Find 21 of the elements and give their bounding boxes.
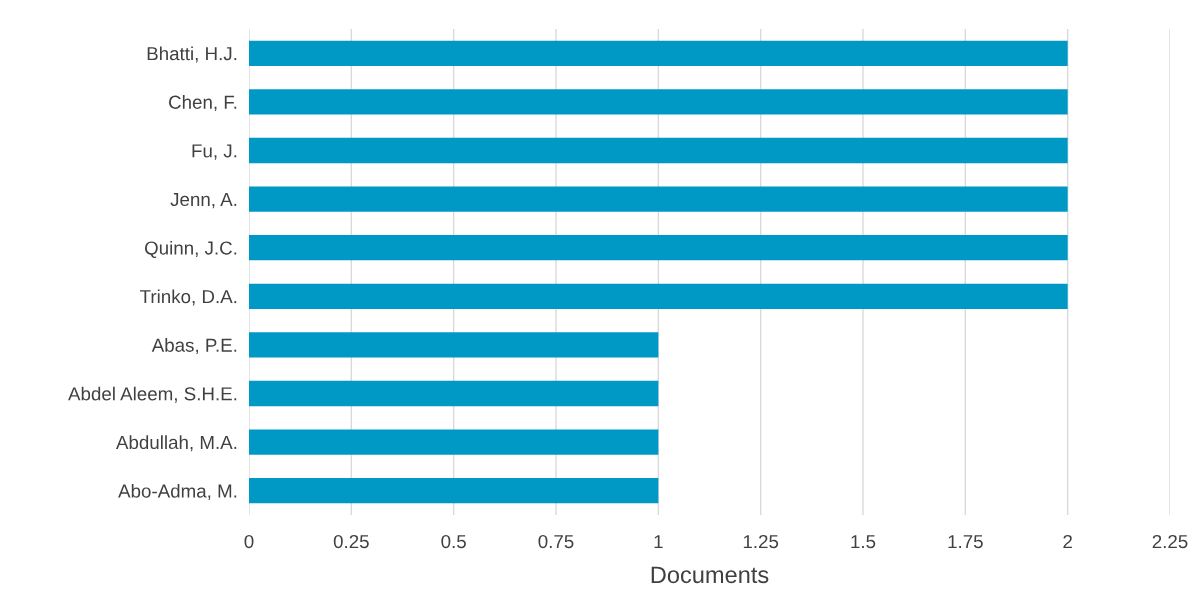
y-tick-label: Abas, P.E. — [151, 338, 237, 355]
y-tick-label: Chen, F. — [169, 95, 237, 112]
y-tick-label: Abdullah, M.A. — [115, 435, 237, 452]
x-tick-label: 0.25 — [333, 534, 369, 549]
y-tick-label: Bhatti, H.J. — [147, 46, 237, 63]
x-tick-label: 1.5 — [851, 535, 876, 549]
x-tick-label: 0 — [244, 534, 254, 549]
x-tick-label: 1 — [654, 535, 663, 549]
y-tick-label: Fu, J. — [192, 144, 237, 160]
x-axis-title: Documents — [651, 566, 769, 584]
x-tick-label: 2.25 — [1152, 534, 1188, 549]
x-tick-label: 1.75 — [948, 535, 983, 549]
y-tick-label: Abdel Aleem, S.H.E. — [68, 386, 237, 403]
x-tick-label: 1.25 — [743, 534, 779, 549]
y-tick-label: Trinko, D.A. — [140, 289, 237, 306]
x-tick-label: 0.5 — [441, 534, 466, 549]
y-tick-label: Jenn, A. — [170, 192, 237, 209]
x-tick-label: 0.75 — [538, 534, 574, 549]
y-tick-label: Quinn, J.C. — [144, 240, 237, 259]
x-tick-label: 2 — [1063, 534, 1072, 549]
y-tick-label: Abo-Adma, M. — [118, 483, 237, 500]
